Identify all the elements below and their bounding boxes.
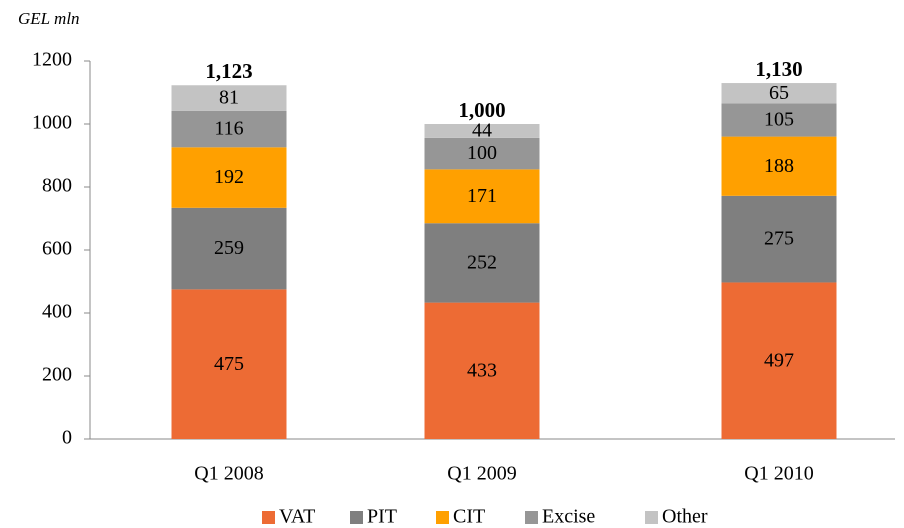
legend-label: CIT	[453, 506, 485, 528]
legend-swatch	[525, 511, 538, 524]
value-label: 188	[764, 155, 794, 177]
legend-swatch	[645, 511, 658, 524]
y-tick-label: 400	[42, 301, 72, 323]
value-label: 433	[467, 359, 497, 381]
value-label: 497	[764, 349, 794, 371]
legend-label: VAT	[279, 506, 315, 528]
bar-segment	[171, 147, 287, 208]
y-tick-label: 800	[42, 175, 72, 197]
y-tick-label: 0	[62, 427, 72, 449]
bar-segment	[171, 207, 287, 290]
y-tick-label: 1000	[32, 112, 72, 134]
legend-swatch	[350, 511, 363, 524]
x-tick-label: Q1 2009	[447, 463, 516, 485]
bar-segment	[721, 282, 837, 439]
total-label: 1,123	[205, 59, 252, 83]
x-tick-label: Q1 2010	[744, 463, 813, 485]
value-label: 65	[769, 82, 789, 104]
bar-segment	[424, 302, 540, 439]
bar-segment	[171, 110, 287, 148]
value-label: 44	[472, 120, 492, 142]
value-label: 171	[467, 185, 497, 207]
value-label: 275	[764, 228, 794, 250]
legend-label: Excise	[542, 506, 595, 528]
y-axis-label: GEL mln	[18, 9, 80, 28]
x-tick-label: Q1 2008	[194, 463, 263, 485]
value-label: 252	[467, 252, 497, 274]
y-tick-label: 1200	[32, 49, 72, 71]
value-label: 100	[467, 142, 497, 164]
bar-segment	[424, 137, 540, 170]
value-label: 475	[214, 353, 244, 375]
bar-segment	[171, 289, 287, 439]
total-label: 1,130	[755, 57, 802, 81]
bar-segment	[171, 85, 287, 111]
value-label: 259	[214, 237, 244, 259]
bar-segment	[721, 103, 837, 137]
legend-label: PIT	[367, 506, 397, 528]
bar-segment	[721, 195, 837, 283]
value-label: 105	[764, 109, 794, 131]
y-tick-label: 600	[42, 238, 72, 260]
y-tick-label: 200	[42, 364, 72, 386]
legend-label: Other	[662, 506, 708, 528]
legend-swatch	[262, 511, 275, 524]
total-label: 1,000	[458, 98, 505, 122]
bar-segment	[424, 223, 540, 303]
bar-segment	[721, 83, 837, 104]
value-label: 192	[214, 166, 244, 188]
bar-segment	[424, 124, 540, 138]
value-label: 116	[214, 118, 243, 140]
bar-segment	[424, 169, 540, 224]
bar-segment	[721, 136, 837, 196]
value-label: 81	[219, 87, 239, 109]
legend-swatch	[436, 511, 449, 524]
